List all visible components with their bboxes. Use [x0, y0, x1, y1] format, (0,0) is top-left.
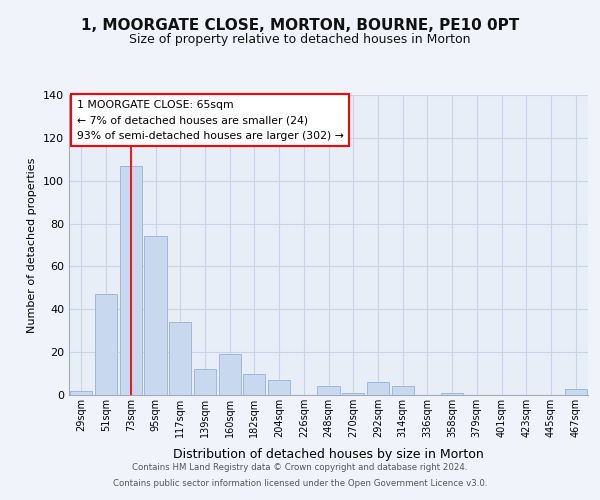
Bar: [119, 166, 142, 395]
Bar: [317, 386, 340, 395]
Bar: [342, 393, 364, 395]
Bar: [70, 390, 92, 395]
Text: Contains public sector information licensed under the Open Government Licence v3: Contains public sector information licen…: [113, 478, 487, 488]
X-axis label: Distribution of detached houses by size in Morton: Distribution of detached houses by size …: [173, 448, 484, 462]
Bar: [565, 388, 587, 395]
Bar: [194, 370, 216, 395]
Text: 1 MOORGATE CLOSE: 65sqm
← 7% of detached houses are smaller (24)
93% of semi-det: 1 MOORGATE CLOSE: 65sqm ← 7% of detached…: [77, 100, 344, 140]
Bar: [243, 374, 265, 395]
Y-axis label: Number of detached properties: Number of detached properties: [28, 158, 37, 332]
Bar: [218, 354, 241, 395]
Bar: [145, 236, 167, 395]
Text: Size of property relative to detached houses in Morton: Size of property relative to detached ho…: [129, 32, 471, 46]
Text: 1, MOORGATE CLOSE, MORTON, BOURNE, PE10 0PT: 1, MOORGATE CLOSE, MORTON, BOURNE, PE10 …: [81, 18, 519, 32]
Bar: [95, 294, 117, 395]
Bar: [392, 386, 414, 395]
Bar: [169, 322, 191, 395]
Bar: [441, 393, 463, 395]
Bar: [268, 380, 290, 395]
Bar: [367, 382, 389, 395]
Text: Contains HM Land Registry data © Crown copyright and database right 2024.: Contains HM Land Registry data © Crown c…: [132, 464, 468, 472]
